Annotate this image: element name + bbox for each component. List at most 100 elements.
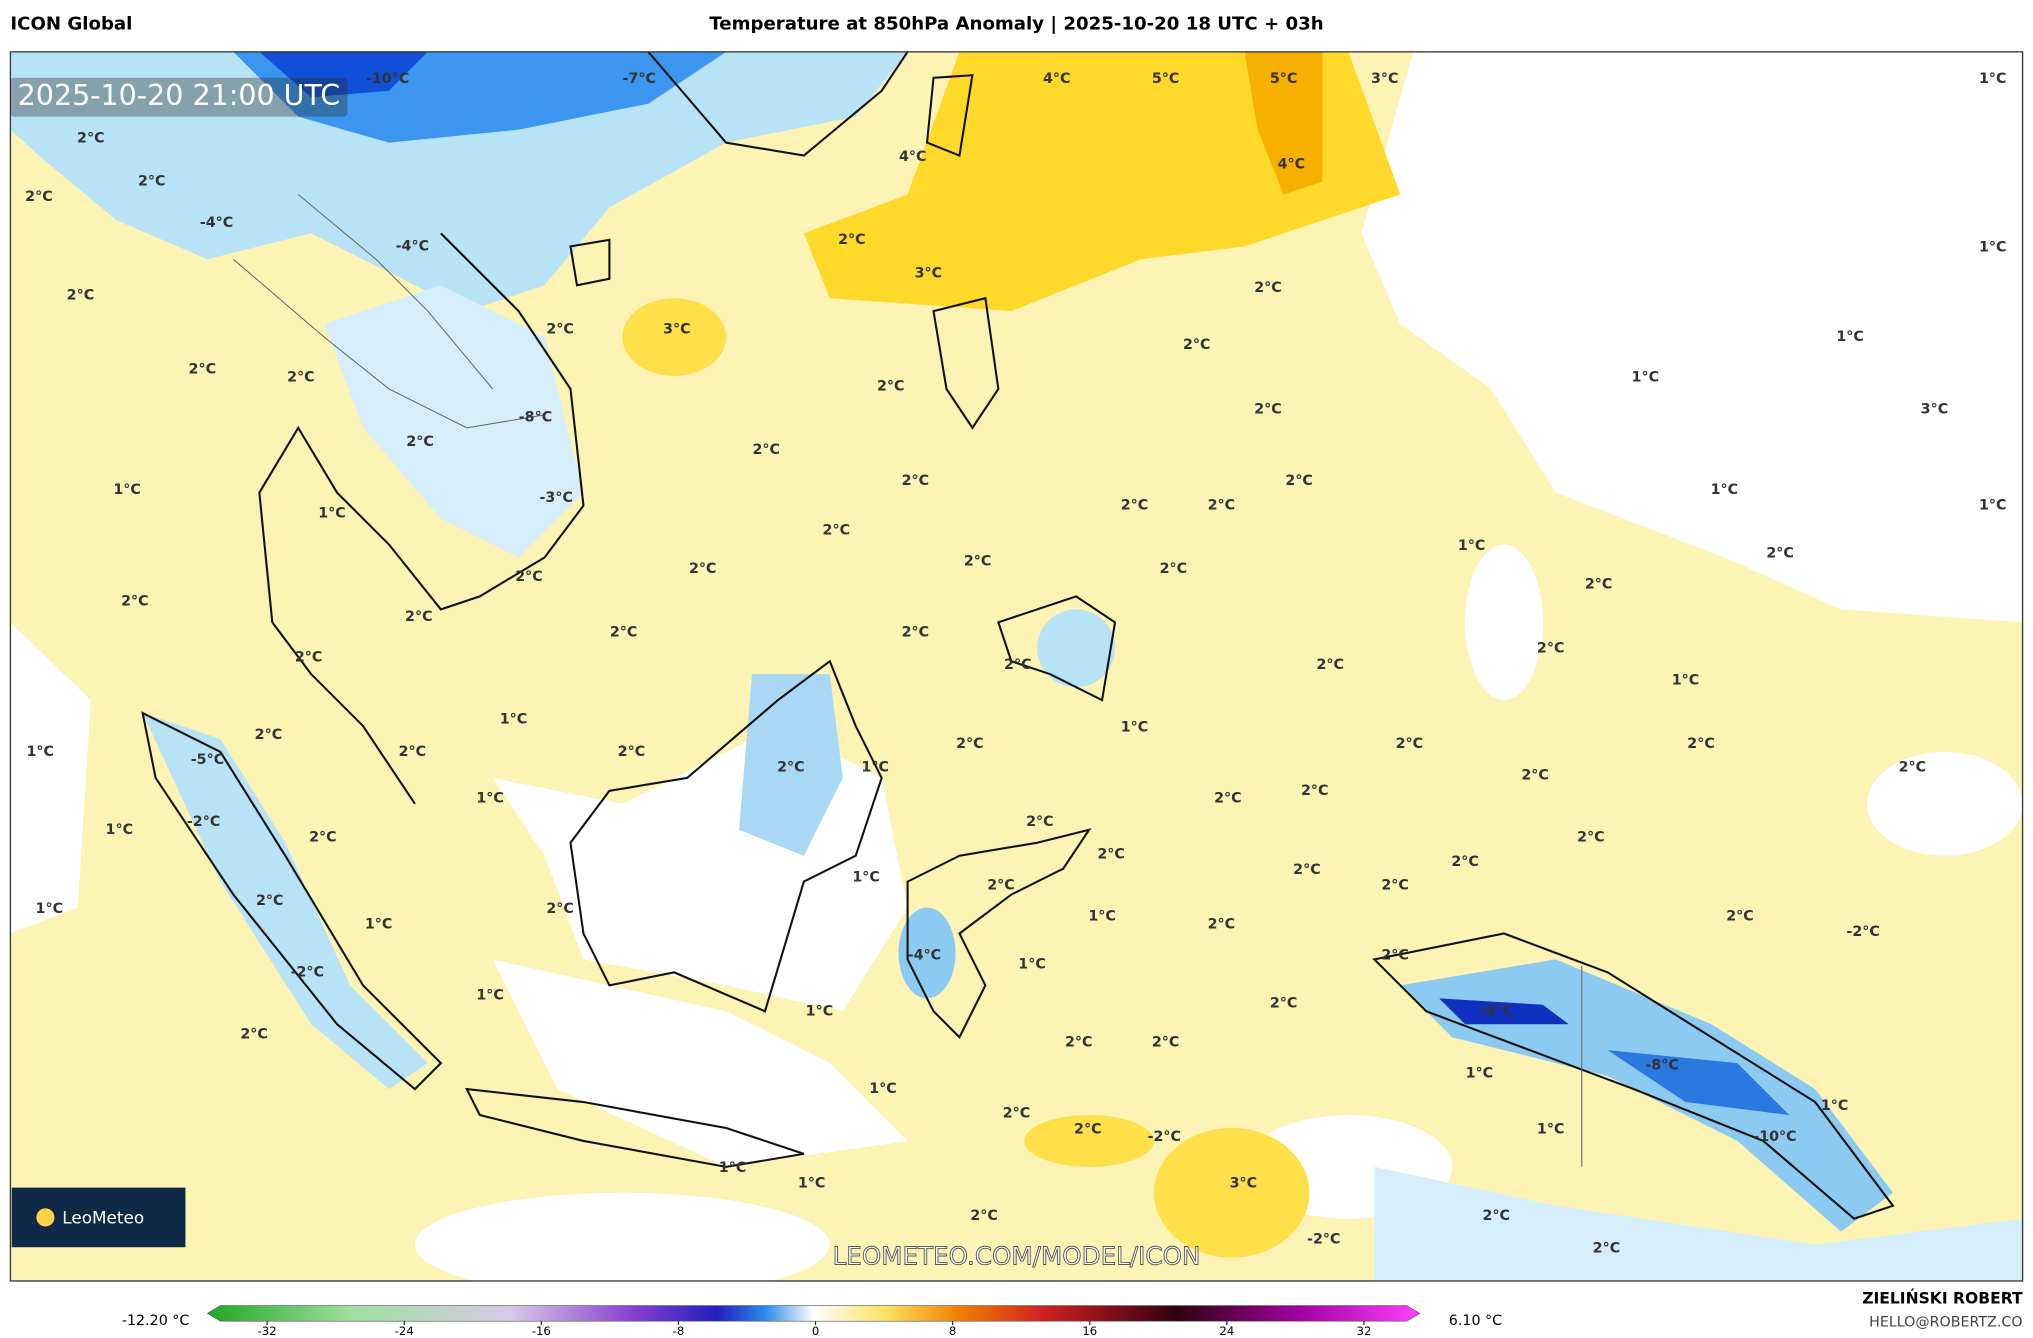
contour-label: 1°C bbox=[476, 988, 504, 1004]
contour-label: 2°C bbox=[1097, 846, 1125, 862]
contour-label: 2°C bbox=[77, 131, 105, 147]
colorbar-tick-label: -24 bbox=[395, 1324, 414, 1338]
contour-label: -2°C bbox=[1307, 1231, 1340, 1247]
contour-label: 4°C bbox=[1278, 157, 1306, 173]
contour-label: 1°C bbox=[476, 791, 504, 807]
contour-label: 1°C bbox=[1836, 329, 1864, 345]
colorbar-tick-label: 24 bbox=[1219, 1324, 1234, 1338]
contour-label: 2°C bbox=[777, 760, 804, 776]
contour-label: 2°C bbox=[1381, 878, 1409, 894]
contour-label: 2°C bbox=[121, 594, 149, 610]
contour-label: 2°C bbox=[515, 569, 542, 585]
contour-label: 1°C bbox=[719, 1160, 747, 1176]
contour-label: -10°C bbox=[366, 71, 409, 87]
cold-areas bbox=[10, 51, 2023, 1281]
contour-label: 2°C bbox=[138, 174, 166, 190]
contour-label: 2°C bbox=[287, 369, 314, 385]
colorbar-tick-label: 8 bbox=[949, 1324, 956, 1338]
email: HELLO@ROBERTZ.CO bbox=[1869, 1314, 2022, 1330]
contour-label: -2°C bbox=[291, 964, 324, 980]
map-frame bbox=[9, 51, 2024, 1282]
contour-label: 2°C bbox=[987, 878, 1015, 894]
contour-label: 2°C bbox=[1285, 473, 1313, 489]
contour-label: 3°C bbox=[1371, 71, 1399, 87]
contour-label: 2°C bbox=[406, 434, 434, 450]
contour-label: 2°C bbox=[405, 609, 433, 625]
contour-label: 2°C bbox=[295, 649, 323, 665]
logo-text: LeoMeteo bbox=[62, 1208, 144, 1228]
contour-label: 2°C bbox=[877, 378, 905, 394]
contour-label: 3°C bbox=[1921, 402, 1949, 418]
logo-sun bbox=[36, 1208, 55, 1227]
contour-label: 2°C bbox=[902, 473, 930, 489]
contour-label: 2°C bbox=[1208, 916, 1236, 932]
contour-label: 2°C bbox=[838, 232, 866, 248]
contour-label: 1°C bbox=[1821, 1098, 1849, 1114]
contour-label: 1°C bbox=[36, 901, 63, 917]
contour-label: 2°C bbox=[1254, 280, 1282, 296]
contour-label: 1°C bbox=[852, 870, 880, 886]
contour-label: -3°C bbox=[540, 490, 573, 506]
contour-label: 2°C bbox=[964, 553, 992, 569]
colorbar-tick-label: -16 bbox=[532, 1324, 551, 1338]
contour-label: 1°C bbox=[1466, 1066, 1494, 1082]
contour-label: 2°C bbox=[689, 561, 717, 577]
contour-label: 1°C bbox=[1018, 957, 1046, 973]
contour-label: 2°C bbox=[1026, 814, 1054, 830]
contour-label: 2°C bbox=[1293, 862, 1320, 878]
contour-label: 4°C bbox=[1043, 71, 1071, 87]
contour-label: 1°C bbox=[1632, 369, 1660, 385]
contour-label: 2°C bbox=[1121, 498, 1149, 514]
contour-label: 2°C bbox=[753, 442, 781, 458]
map: -10°C -7°C 4°C 5°C 5°C 3°C 1°C 2°C 2°C 2°C -4°C -4°… bbox=[10, 51, 2023, 1281]
borders bbox=[233, 194, 1583, 1167]
contour-label: 2°C bbox=[1270, 996, 1297, 1012]
watermark: LEOMETEO.COM/MODEL/ICON bbox=[833, 1242, 1201, 1271]
contour-label: 1°C bbox=[1979, 240, 2007, 256]
contour-label: 2°C bbox=[1482, 1208, 1510, 1224]
model-name: ICON Global bbox=[10, 14, 132, 35]
contour-label: 1°C bbox=[806, 1003, 833, 1019]
contour-label: 2°C bbox=[1521, 767, 1549, 783]
contour-label: 2°C bbox=[618, 744, 646, 760]
contour-label: 2°C bbox=[1577, 830, 1605, 846]
colorbar-bar bbox=[206, 1305, 1421, 1322]
contour-label: 1°C bbox=[1979, 498, 2007, 514]
contour-label: 2°C bbox=[1074, 1121, 1102, 1137]
contour-label: 2°C bbox=[1593, 1241, 1621, 1257]
contour-label: 1°C bbox=[861, 760, 888, 776]
contour-label: 2°C bbox=[1254, 402, 1282, 418]
contour-label: 1°C bbox=[869, 1081, 896, 1097]
contour-label: -8°C bbox=[1645, 1058, 1678, 1074]
contour-label: 1°C bbox=[1458, 538, 1486, 554]
contour-label: 1°C bbox=[106, 822, 134, 838]
contour-label: 2°C bbox=[189, 362, 216, 378]
contour-label: -2°C bbox=[1148, 1129, 1181, 1145]
contour-label: -5°C bbox=[191, 752, 224, 768]
contour-label: 3°C bbox=[1230, 1176, 1258, 1192]
contour-label: 2°C bbox=[1317, 657, 1345, 673]
coastlines bbox=[141, 51, 1895, 1220]
contour-label: -4°C bbox=[396, 238, 429, 254]
contour-label: 2°C bbox=[256, 893, 284, 909]
contour-label: 2°C bbox=[823, 522, 851, 538]
contour-label: 2°C bbox=[1183, 337, 1211, 353]
contour-label: 1°C bbox=[1979, 71, 2007, 87]
contour-label: 2°C bbox=[399, 744, 426, 760]
contour-label: 2°C bbox=[1152, 1034, 1180, 1050]
contour-label: 2°C bbox=[1004, 657, 1032, 673]
author: ZIELIŃSKI ROBERT bbox=[1862, 1289, 2023, 1308]
contour-label: -7°C bbox=[623, 71, 656, 87]
contour-label: 2°C bbox=[1208, 498, 1236, 514]
colorbar-tick-label: 32 bbox=[1357, 1324, 1372, 1338]
contour-label: 4°C bbox=[899, 149, 927, 165]
contour-label: 2°C bbox=[67, 288, 95, 304]
colorbar-min: -12.20 °C bbox=[122, 1313, 190, 1329]
contour-label: 1°C bbox=[1711, 482, 1739, 498]
contour-label: -9°C bbox=[1479, 1003, 1512, 1019]
timestamp: 2025-10-20 21:00 UTC bbox=[18, 79, 341, 112]
map-title: Temperature at 850hPa Anomaly | 2025-10-… bbox=[709, 14, 1323, 35]
colorbar-tick-label: 16 bbox=[1082, 1324, 1097, 1338]
contour-label: 2°C bbox=[610, 625, 637, 641]
contour-label: 2°C bbox=[1766, 546, 1794, 562]
